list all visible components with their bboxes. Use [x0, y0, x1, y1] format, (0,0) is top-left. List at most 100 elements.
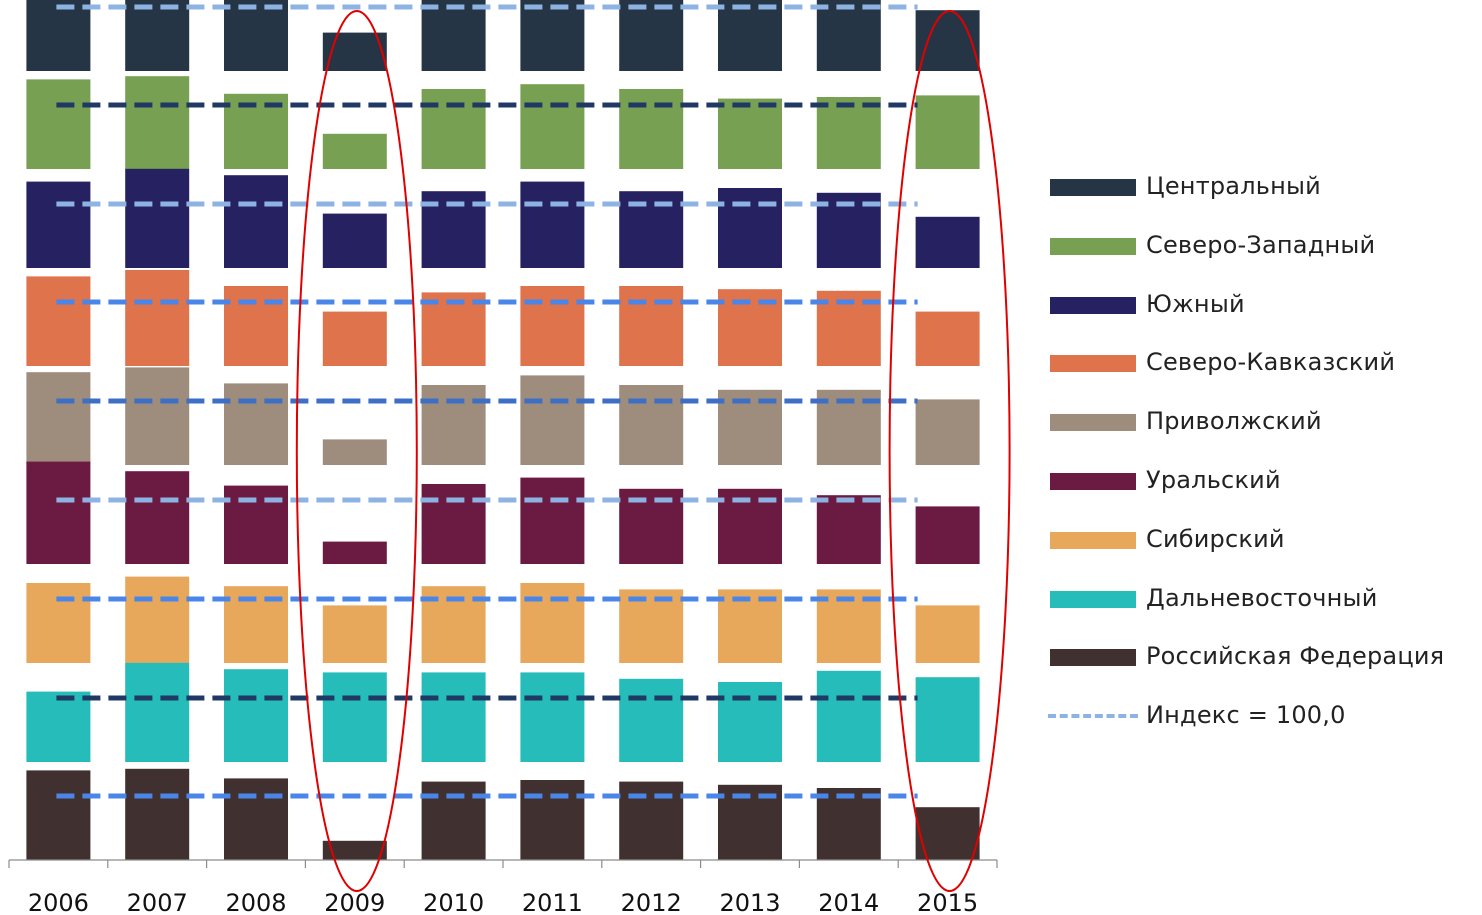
bar-1-8 [816, 97, 881, 169]
legend-item-2: Южный [1046, 276, 1482, 335]
bar-0-0 [26, 0, 91, 71]
legend-swatch [1050, 237, 1136, 255]
bar-1-9 [915, 95, 980, 169]
bar-4-1 [125, 367, 190, 465]
legend-label: Северо-Кавказский [1146, 348, 1396, 377]
x-tick-label-2006: 2006 [28, 889, 89, 915]
bar-1-6 [619, 89, 684, 169]
bar-4-6 [619, 385, 684, 465]
bar-6-8 [816, 589, 881, 663]
bar-7-3 [322, 672, 387, 762]
legend-label: Южный [1146, 289, 1245, 318]
legend-swatch [1050, 472, 1136, 490]
x-tick-label-2012: 2012 [621, 889, 682, 915]
bar-5-2 [224, 485, 288, 564]
bar-5-9 [915, 506, 980, 564]
bar-1-7 [718, 98, 782, 169]
bar-6-3 [322, 605, 387, 663]
legend-item-0: Центральный [1046, 158, 1482, 217]
bar-2-5 [520, 181, 585, 268]
legend-item-1: Северо-Западный [1046, 217, 1482, 276]
bar-6-5 [520, 583, 585, 663]
x-tick-label-2011: 2011 [522, 889, 583, 915]
bar-7-8 [816, 670, 881, 762]
bar-0-7 [718, 0, 782, 71]
bar-3-6 [619, 286, 684, 366]
bar-3-9 [915, 311, 980, 366]
legend-item-4: Приволжский [1046, 393, 1482, 452]
legend-label: Центральный [1146, 172, 1321, 200]
bar-3-5 [520, 286, 585, 366]
bar-4-3 [322, 439, 387, 465]
bar-2-1 [125, 168, 190, 268]
bar-2-3 [322, 213, 387, 268]
legend-item-index: Индекс = 100,0 [1046, 687, 1482, 746]
bar-6-7 [718, 589, 782, 663]
bar-8-4 [421, 781, 486, 860]
bar-5-8 [816, 495, 881, 564]
legend-label: Дальневосточный [1146, 583, 1378, 612]
bar-8-1 [125, 768, 190, 860]
bar-0-3 [322, 32, 387, 71]
x-tick-label-2010: 2010 [423, 889, 484, 915]
series-4 [26, 367, 980, 465]
x-tick-label-2009: 2009 [324, 889, 385, 915]
bar-6-0 [26, 583, 91, 663]
legend-label: Уральский [1146, 465, 1281, 494]
series-6 [26, 576, 980, 663]
x-tick-label-2008: 2008 [225, 889, 286, 915]
bar-2-2 [224, 175, 288, 268]
legend-label: Российская Федерация [1146, 642, 1445, 671]
legend-swatch [1050, 649, 1136, 667]
bar-2-7 [718, 188, 782, 268]
legend-swatch [1050, 531, 1136, 549]
bar-5-5 [520, 477, 585, 564]
bar-1-0 [26, 79, 91, 169]
bar-8-8 [816, 788, 881, 860]
bar-0-1 [125, 0, 190, 71]
bar-0-5 [520, 0, 585, 72]
bar-3-3 [322, 311, 387, 366]
legend-item-3: Северо-Кавказский [1046, 334, 1482, 393]
series-8 [26, 768, 980, 860]
bar-3-2 [224, 286, 288, 366]
series-5 [26, 461, 980, 564]
bar-4-5 [520, 375, 585, 465]
legend-item-6: Сибирский [1046, 511, 1482, 570]
legend-label: Сибирский [1146, 524, 1285, 553]
bar-0-8 [816, 0, 881, 71]
x-tick-label-2014: 2014 [818, 889, 879, 915]
bar-2-9 [915, 216, 980, 268]
bar-1-5 [520, 84, 585, 169]
bar-0-6 [619, 0, 684, 71]
bar-2-0 [26, 181, 91, 268]
bar-5-3 [322, 541, 387, 564]
bar-7-9 [915, 677, 980, 762]
series-3 [26, 270, 980, 366]
bar-4-2 [224, 383, 288, 465]
bar-0-4 [421, 0, 486, 71]
bar-4-9 [915, 399, 980, 465]
bar-6-6 [619, 589, 684, 663]
bar-3-4 [421, 292, 486, 366]
bar-5-1 [125, 471, 190, 564]
bar-7-1 [125, 662, 190, 762]
legend-swatch [1050, 414, 1136, 432]
series-0 [26, 0, 980, 72]
bar-5-0 [26, 461, 91, 564]
series-1 [26, 76, 980, 169]
bar-1-3 [322, 133, 387, 169]
bar-8-5 [520, 780, 585, 860]
bar-7-5 [520, 672, 585, 762]
legend-swatch [1050, 355, 1136, 373]
legend-item-8: Российская Федерация [1046, 628, 1482, 687]
bar-7-0 [26, 691, 91, 762]
bar-1-1 [125, 76, 190, 169]
bar-1-4 [421, 89, 486, 169]
legend-label: Индекс = 100,0 [1146, 701, 1346, 730]
bar-8-3 [322, 840, 387, 860]
bar-7-6 [619, 678, 684, 762]
legend-label: Приволжский [1146, 407, 1322, 436]
bar-6-9 [915, 605, 980, 663]
